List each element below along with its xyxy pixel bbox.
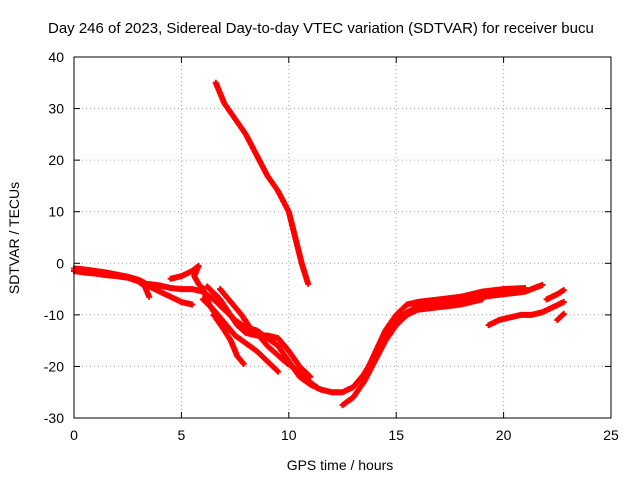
x-tick-label: 25: [603, 427, 619, 443]
data-point: [479, 296, 486, 303]
data-point: [522, 285, 529, 292]
x-tick-label: 20: [496, 427, 512, 443]
series-track-9: [217, 286, 320, 391]
y-tick-label: 0: [56, 255, 64, 271]
series-track-10: [339, 296, 486, 409]
series-track-15: [554, 310, 567, 324]
y-tick-label: 30: [48, 101, 64, 117]
y-tick-label: 10: [48, 204, 64, 220]
data-point: [539, 281, 546, 288]
series-track-7: [210, 311, 247, 367]
series-track-12: [212, 79, 312, 287]
data-point: [560, 310, 567, 317]
x-axis-label: GPS time / hours: [287, 457, 394, 473]
series-track-6: [199, 296, 282, 375]
grid-lines: [74, 57, 611, 418]
plot-border: [73, 56, 612, 419]
data-point: [307, 373, 314, 380]
data-point: [305, 280, 312, 287]
axis-ticks: 0 5 10 15 20 25 -30 -20 -10 0 10 20 30 40: [44, 49, 619, 443]
data-point: [240, 360, 247, 367]
data-series: [71, 79, 567, 409]
y-tick-label: 40: [48, 49, 64, 65]
series-track-14: [543, 287, 567, 303]
data-point: [560, 298, 567, 305]
series-track-13: [485, 298, 567, 329]
data-point: [275, 368, 282, 375]
y-tick-label: -30: [44, 410, 64, 426]
data-point: [146, 293, 153, 300]
y-tick-label: 20: [48, 152, 64, 168]
data-point: [560, 287, 567, 294]
x-tick-label: 10: [281, 427, 297, 443]
x-tick-label: 5: [178, 427, 186, 443]
series-track-11: [360, 285, 529, 380]
x-tick-label: 0: [70, 427, 78, 443]
series-track-4: [146, 283, 196, 308]
data-point: [313, 384, 320, 391]
y-axis-label: SDTVAR / TECUs: [6, 182, 22, 294]
x-tick-label: 15: [388, 427, 404, 443]
y-tick-label: -10: [44, 307, 64, 323]
y-tick-label: -20: [44, 358, 64, 374]
data-point: [189, 301, 196, 308]
chart-title: Day 246 of 2023, Sidereal Day-to-day VTE…: [48, 20, 594, 37]
